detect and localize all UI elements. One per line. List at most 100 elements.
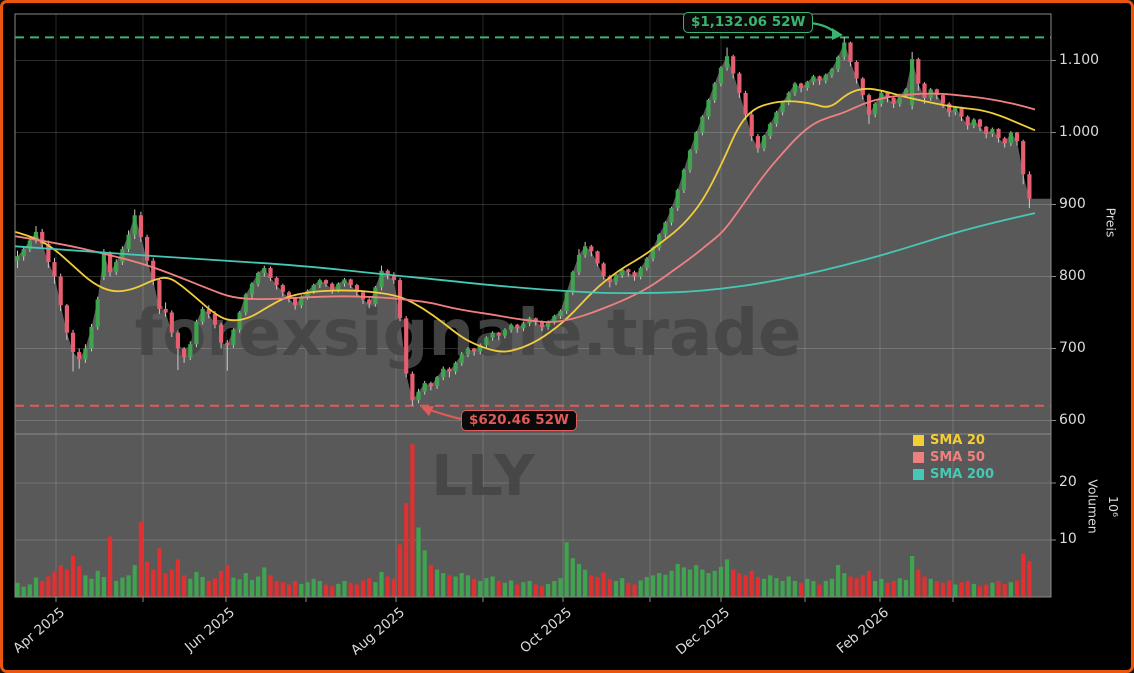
volume-bar	[397, 544, 403, 597]
candle-body	[95, 299, 100, 327]
volume-bar	[299, 583, 304, 597]
candle-body	[724, 56, 730, 68]
volume-bar	[237, 579, 242, 597]
volume-bar	[138, 521, 143, 597]
volume-bar	[879, 578, 884, 597]
candle-body	[89, 326, 94, 349]
candle-body	[811, 76, 816, 83]
volume-bar	[256, 576, 261, 597]
candle-body	[206, 308, 211, 314]
volume-bar	[169, 569, 174, 597]
candle-body	[410, 373, 415, 401]
candle-body	[200, 308, 205, 322]
legend-label: SMA 50	[930, 450, 985, 465]
volume-bar	[496, 581, 501, 597]
price-tick-label: 700	[1059, 339, 1086, 356]
volume-bar	[416, 527, 421, 597]
candle-body	[262, 267, 267, 273]
volume-bar	[687, 569, 693, 597]
candle-body	[700, 116, 705, 133]
volume-bar	[46, 576, 51, 597]
volume-bar	[848, 576, 853, 597]
volume-bar	[268, 575, 273, 597]
volume-bar	[280, 582, 285, 597]
volume-bar	[749, 570, 754, 597]
volume-bar	[873, 581, 878, 597]
volume-bar	[817, 584, 822, 597]
candle-body	[286, 292, 292, 299]
volume-bar	[40, 581, 45, 597]
volume-bar	[644, 577, 649, 597]
legend-item-sma200: SMA 200	[913, 466, 994, 483]
volume-bar	[842, 573, 847, 597]
candle-body	[731, 56, 736, 74]
volume-bar	[435, 569, 440, 597]
volume-bar	[391, 578, 396, 597]
volume-bar	[231, 577, 236, 597]
volume-bar	[27, 584, 32, 597]
volume-bar	[737, 573, 742, 597]
candle-body	[268, 267, 273, 278]
candle-body	[373, 287, 378, 304]
volume-bar	[379, 571, 384, 597]
candle-body	[718, 67, 723, 84]
candle-body	[873, 103, 878, 115]
volume-bar	[89, 578, 94, 597]
candle-body	[613, 275, 619, 283]
candle-body	[749, 114, 754, 137]
candle-body	[354, 285, 359, 293]
candle-body	[274, 277, 279, 286]
candle-body	[435, 377, 440, 386]
candle-body	[33, 231, 39, 241]
volume-bar	[428, 565, 433, 597]
volume-bar	[101, 577, 106, 597]
candle-body	[151, 260, 156, 281]
volume-bar	[336, 583, 341, 597]
volume-bar	[589, 575, 594, 597]
candle-body	[965, 116, 970, 126]
volume-bar	[558, 578, 563, 597]
volume-bar	[799, 582, 804, 598]
volume-bar	[145, 561, 150, 597]
candle-body	[120, 249, 125, 263]
candle-body	[681, 169, 686, 191]
volume-bar	[971, 583, 976, 597]
candle-body	[768, 123, 773, 137]
volume-bar	[718, 566, 723, 597]
volume-bar	[792, 581, 797, 597]
candle-body	[249, 283, 255, 295]
candle-body	[453, 362, 458, 372]
candle-body	[348, 279, 353, 286]
volume-bar	[977, 586, 983, 597]
volume-bar	[502, 582, 507, 598]
candle-body	[447, 368, 452, 372]
candle-body	[922, 83, 927, 98]
price-tick-label: 1.000	[1059, 123, 1100, 140]
candle-body	[712, 83, 717, 101]
volume-bar	[885, 582, 890, 598]
volume-bar	[348, 582, 353, 598]
legend-label: SMA 200	[930, 467, 995, 482]
legend-label: SMA 20	[930, 433, 985, 448]
watermark-symbol: LLY	[431, 444, 536, 509]
volume-bar	[422, 550, 427, 597]
volume-bar	[219, 570, 224, 597]
volume-bar	[157, 548, 162, 597]
volume-bar	[1014, 580, 1020, 597]
candle-body	[854, 61, 859, 79]
candle-body	[934, 89, 939, 96]
volume-bar	[212, 578, 217, 597]
volume-bar	[188, 578, 193, 597]
candle-body	[897, 95, 902, 104]
candle-body	[231, 329, 236, 345]
volume-bar	[293, 581, 298, 597]
candle-body	[157, 280, 162, 309]
volume-bar	[620, 578, 625, 597]
candle-body	[441, 368, 446, 378]
volume-bar	[823, 581, 828, 597]
volume-bar	[441, 573, 446, 597]
volume-bar	[595, 577, 600, 597]
candle-body	[1014, 132, 1020, 142]
volume-bar	[990, 582, 995, 598]
sma200-swatch-icon	[913, 469, 924, 480]
